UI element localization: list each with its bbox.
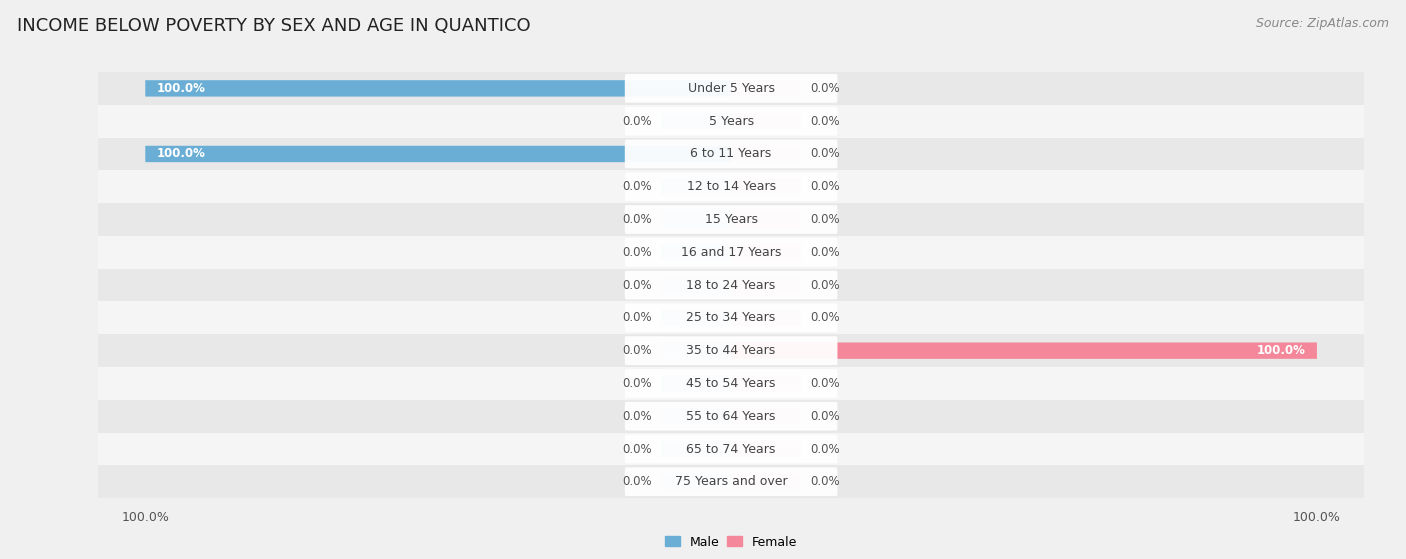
Bar	[87, 203, 1375, 236]
Text: Under 5 Years: Under 5 Years	[688, 82, 775, 95]
FancyBboxPatch shape	[731, 244, 801, 260]
FancyBboxPatch shape	[624, 304, 838, 332]
Bar	[87, 170, 1375, 203]
Bar	[87, 138, 1375, 170]
FancyBboxPatch shape	[661, 178, 731, 195]
Bar	[87, 400, 1375, 433]
Text: 0.0%: 0.0%	[810, 311, 839, 324]
FancyBboxPatch shape	[624, 140, 838, 168]
Text: 100.0%: 100.0%	[157, 82, 205, 95]
Text: 0.0%: 0.0%	[623, 311, 652, 324]
FancyBboxPatch shape	[661, 343, 731, 359]
FancyBboxPatch shape	[624, 369, 838, 398]
FancyBboxPatch shape	[624, 402, 838, 430]
FancyBboxPatch shape	[731, 211, 801, 228]
FancyBboxPatch shape	[661, 408, 731, 424]
FancyBboxPatch shape	[731, 343, 1317, 359]
FancyBboxPatch shape	[661, 277, 731, 293]
FancyBboxPatch shape	[731, 441, 801, 457]
FancyBboxPatch shape	[731, 178, 801, 195]
Text: 0.0%: 0.0%	[810, 246, 839, 259]
FancyBboxPatch shape	[624, 337, 838, 365]
Text: 0.0%: 0.0%	[810, 148, 839, 160]
Text: 65 to 74 Years: 65 to 74 Years	[686, 443, 776, 456]
FancyBboxPatch shape	[624, 467, 838, 496]
Text: 0.0%: 0.0%	[810, 475, 839, 489]
Bar	[87, 367, 1375, 400]
FancyBboxPatch shape	[731, 310, 801, 326]
Text: 35 to 44 Years: 35 to 44 Years	[686, 344, 776, 357]
FancyBboxPatch shape	[731, 375, 801, 392]
Text: 100.0%: 100.0%	[157, 148, 205, 160]
Text: 45 to 54 Years: 45 to 54 Years	[686, 377, 776, 390]
Text: 55 to 64 Years: 55 to 64 Years	[686, 410, 776, 423]
Bar	[87, 236, 1375, 269]
Text: 6 to 11 Years: 6 to 11 Years	[690, 148, 772, 160]
Text: 5 Years: 5 Years	[709, 115, 754, 127]
Text: 12 to 14 Years: 12 to 14 Years	[686, 180, 776, 193]
Text: 0.0%: 0.0%	[623, 475, 652, 489]
Text: 0.0%: 0.0%	[623, 443, 652, 456]
FancyBboxPatch shape	[624, 271, 838, 300]
FancyBboxPatch shape	[661, 244, 731, 260]
FancyBboxPatch shape	[624, 172, 838, 201]
Text: 18 to 24 Years: 18 to 24 Years	[686, 278, 776, 292]
Text: 75 Years and over: 75 Years and over	[675, 475, 787, 489]
Text: INCOME BELOW POVERTY BY SEX AND AGE IN QUANTICO: INCOME BELOW POVERTY BY SEX AND AGE IN Q…	[17, 17, 530, 35]
Text: 0.0%: 0.0%	[810, 443, 839, 456]
Text: 0.0%: 0.0%	[623, 278, 652, 292]
FancyBboxPatch shape	[624, 205, 838, 234]
Bar	[87, 72, 1375, 105]
Text: 0.0%: 0.0%	[623, 115, 652, 127]
Text: 0.0%: 0.0%	[810, 377, 839, 390]
Text: 0.0%: 0.0%	[810, 213, 839, 226]
Bar	[87, 466, 1375, 498]
Text: 0.0%: 0.0%	[810, 82, 839, 95]
Text: Source: ZipAtlas.com: Source: ZipAtlas.com	[1256, 17, 1389, 30]
Text: 0.0%: 0.0%	[623, 410, 652, 423]
Text: 15 Years: 15 Years	[704, 213, 758, 226]
Bar	[87, 433, 1375, 466]
FancyBboxPatch shape	[731, 408, 801, 424]
FancyBboxPatch shape	[661, 441, 731, 457]
FancyBboxPatch shape	[661, 473, 731, 490]
FancyBboxPatch shape	[145, 80, 731, 97]
Text: 0.0%: 0.0%	[623, 213, 652, 226]
Bar	[87, 269, 1375, 301]
Bar	[87, 105, 1375, 138]
FancyBboxPatch shape	[661, 375, 731, 392]
FancyBboxPatch shape	[145, 146, 731, 162]
Text: 0.0%: 0.0%	[623, 344, 652, 357]
FancyBboxPatch shape	[661, 211, 731, 228]
Text: 0.0%: 0.0%	[810, 180, 839, 193]
FancyBboxPatch shape	[731, 80, 801, 97]
FancyBboxPatch shape	[624, 238, 838, 267]
Text: 0.0%: 0.0%	[623, 246, 652, 259]
Bar	[87, 301, 1375, 334]
Legend: Male, Female: Male, Female	[659, 530, 803, 553]
Text: 0.0%: 0.0%	[810, 115, 839, 127]
FancyBboxPatch shape	[661, 113, 731, 129]
Bar	[87, 334, 1375, 367]
Text: 100.0%: 100.0%	[1257, 344, 1305, 357]
FancyBboxPatch shape	[624, 435, 838, 463]
Text: 0.0%: 0.0%	[623, 180, 652, 193]
Text: 16 and 17 Years: 16 and 17 Years	[681, 246, 782, 259]
FancyBboxPatch shape	[731, 113, 801, 129]
Text: 0.0%: 0.0%	[623, 377, 652, 390]
FancyBboxPatch shape	[731, 146, 801, 162]
Text: 25 to 34 Years: 25 to 34 Years	[686, 311, 776, 324]
Text: 0.0%: 0.0%	[810, 278, 839, 292]
FancyBboxPatch shape	[731, 473, 801, 490]
FancyBboxPatch shape	[661, 310, 731, 326]
Text: 0.0%: 0.0%	[810, 410, 839, 423]
FancyBboxPatch shape	[731, 277, 801, 293]
FancyBboxPatch shape	[624, 107, 838, 135]
FancyBboxPatch shape	[624, 74, 838, 103]
